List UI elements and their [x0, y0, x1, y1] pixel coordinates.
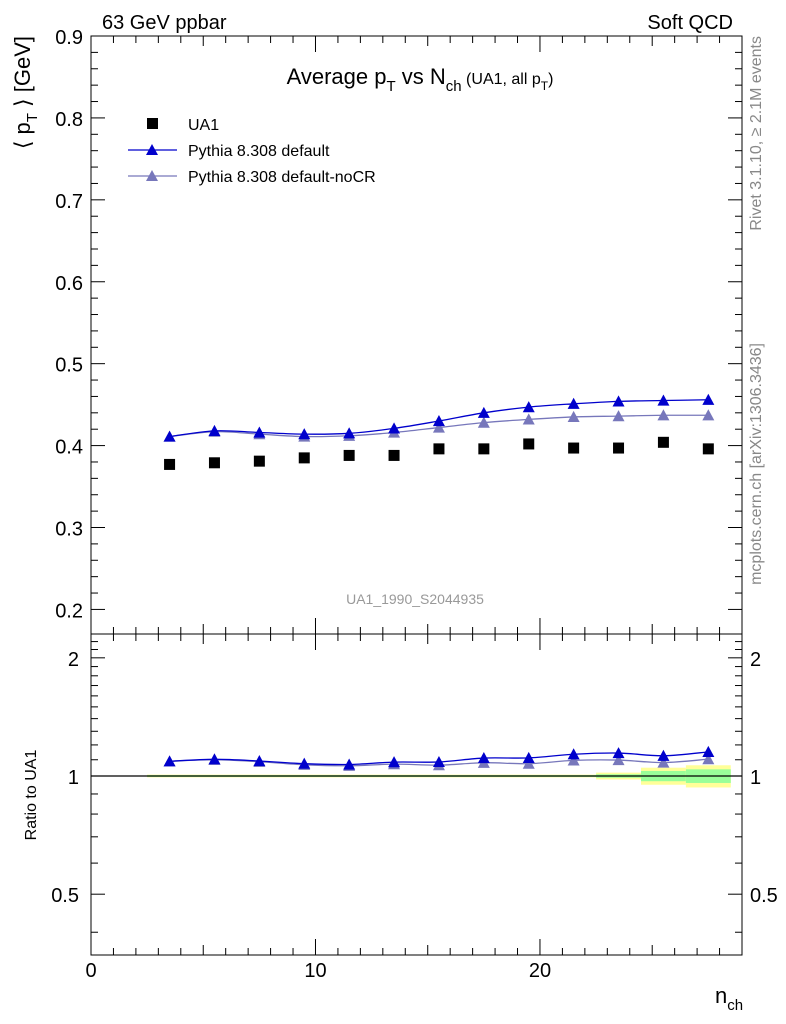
- legend-marker-default: [146, 144, 158, 155]
- ratio-point-default: [343, 758, 356, 770]
- main-point-ua1: [208, 457, 220, 469]
- main-point-ua1: [478, 443, 490, 455]
- analysis-watermark: UA1_1990_S2044935: [346, 591, 484, 607]
- header-right: Soft QCD: [647, 12, 733, 34]
- main-ytick-label: 0.2: [55, 600, 83, 622]
- main-point-ua1: [433, 443, 445, 455]
- ratio-ticks: [90, 634, 743, 955]
- ratio-frame: [90, 633, 743, 956]
- ratio-point-default: [477, 752, 490, 764]
- main-point-default: [612, 395, 625, 407]
- xtick-label: 20: [529, 960, 551, 982]
- main-point-ua1: [343, 449, 355, 461]
- legend-label-ua1: UA1: [188, 117, 219, 134]
- main-ytick-label: 0.9: [55, 27, 83, 49]
- legend-marker-ua1: [147, 118, 158, 129]
- ratio-ytick-label: 0.5: [51, 885, 79, 907]
- main-point-ua1: [568, 442, 580, 454]
- main-ytick-labels: 0.2 0.3 0.4 0.5 0.6 0.7 0.8 0.9: [55, 27, 83, 622]
- ratio-ytick-label-right: 1: [750, 767, 761, 789]
- main-point-default: [163, 430, 176, 442]
- ratio-ylabel: Ratio to UA1: [23, 750, 40, 841]
- ratio-point-nocr: [657, 756, 670, 768]
- ratio-point-nocr: [567, 754, 580, 766]
- main-point-nocr: [477, 416, 490, 428]
- ratio-xtick-labels: 0 10 20: [85, 960, 551, 982]
- xtick-label: 0: [85, 960, 96, 982]
- ratio-ytick-labels: 0.5 0.5 1 1 2 2: [51, 649, 778, 907]
- ratio-point-default: [567, 748, 580, 760]
- main-ytick-label: 0.6: [55, 273, 83, 295]
- legend-label-nocr: Pythia 8.308 default-noCR: [188, 169, 376, 186]
- ratio-point-default: [522, 751, 535, 764]
- main-ytick-label: 0.3: [55, 519, 83, 541]
- main-point-default: [298, 428, 311, 440]
- ratio-panel: 0.5 0.5 1 1 2 2 0 10 20 Ratio to UA1 nch: [23, 633, 778, 1014]
- main-point-nocr: [657, 409, 670, 421]
- main-ylabel: ⟨ pT ⟩ [GeV]: [10, 36, 41, 149]
- main-point-default: [432, 415, 445, 427]
- main-point-default: [567, 397, 580, 409]
- legend: UA1 Pythia 8.308 default Pythia 8.308 de…: [128, 117, 376, 186]
- header-left: 63 GeV ppbar: [102, 12, 227, 34]
- main-point-default: [388, 422, 401, 434]
- ratio-point-default: [298, 757, 311, 769]
- main-panel: 0.2 0.3 0.4 0.5 0.6 0.7 0.8 0.9 Average pT vs N…: [10, 27, 743, 635]
- main-point-default: [253, 426, 266, 438]
- main-point-nocr: [612, 410, 625, 422]
- main-point-ua1: [657, 436, 669, 448]
- ratio-point-default: [657, 749, 670, 761]
- main-series: [163, 393, 715, 470]
- main-point-nocr: [567, 410, 580, 423]
- xtick-label: 10: [304, 960, 326, 982]
- main-point-default: [477, 406, 490, 418]
- ratio-point-default: [163, 755, 176, 767]
- main-ytick-label: 0.5: [55, 355, 83, 377]
- ratio-point-nocr: [612, 754, 625, 766]
- ratio-ytick-label: 2: [68, 649, 79, 671]
- main-point-ua1: [613, 442, 625, 454]
- main-point-default: [702, 393, 715, 405]
- ratio-point-default: [432, 755, 445, 768]
- ratio-ytick-label-right: 2: [750, 649, 761, 671]
- mcplots-label: mcplots.cern.ch [arXiv:1306.3436]: [748, 343, 765, 585]
- ratio-ytick-label: 1: [68, 767, 79, 789]
- main-point-default: [657, 394, 670, 406]
- xlabel: nch: [715, 983, 743, 1014]
- ratio-point-default: [702, 745, 715, 757]
- rivet-label: Rivet 3.1.10, ≥ 2.1M events: [748, 36, 765, 231]
- main-point-default: [208, 424, 221, 436]
- ratio-point-default: [208, 753, 221, 765]
- main-ytick-label: 0.4: [55, 437, 83, 459]
- main-point-nocr: [702, 409, 715, 421]
- main-point-nocr: [522, 413, 535, 425]
- main-point-ua1: [164, 458, 176, 470]
- main-point-ua1: [388, 449, 400, 461]
- main-point-default: [343, 427, 356, 439]
- ratio-point-default: [612, 747, 625, 759]
- main-point-ua1: [298, 452, 310, 464]
- legend-marker-nocr: [146, 170, 158, 181]
- legend-label-default: Pythia 8.308 default: [188, 143, 330, 160]
- main-point-ua1: [523, 438, 535, 450]
- main-point-ua1: [702, 443, 714, 455]
- main-point-ua1: [253, 455, 265, 467]
- ratio-point-nocr: [522, 757, 535, 769]
- ratio-ytick-label-right: 0.5: [750, 885, 778, 907]
- chart-title: Average pT vs Nch (UA1, all pT): [287, 64, 554, 95]
- ratio-point-default: [253, 755, 266, 767]
- main-point-nocr: [432, 421, 445, 433]
- ratio-series: [163, 745, 715, 771]
- main-ytick-label: 0.8: [55, 109, 83, 131]
- main-ytick-label: 0.7: [55, 191, 83, 213]
- main-point-default: [522, 401, 535, 413]
- ratio-point-default: [388, 756, 401, 768]
- ratio-point-nocr: [702, 753, 715, 765]
- main-ticks: [90, 35, 743, 634]
